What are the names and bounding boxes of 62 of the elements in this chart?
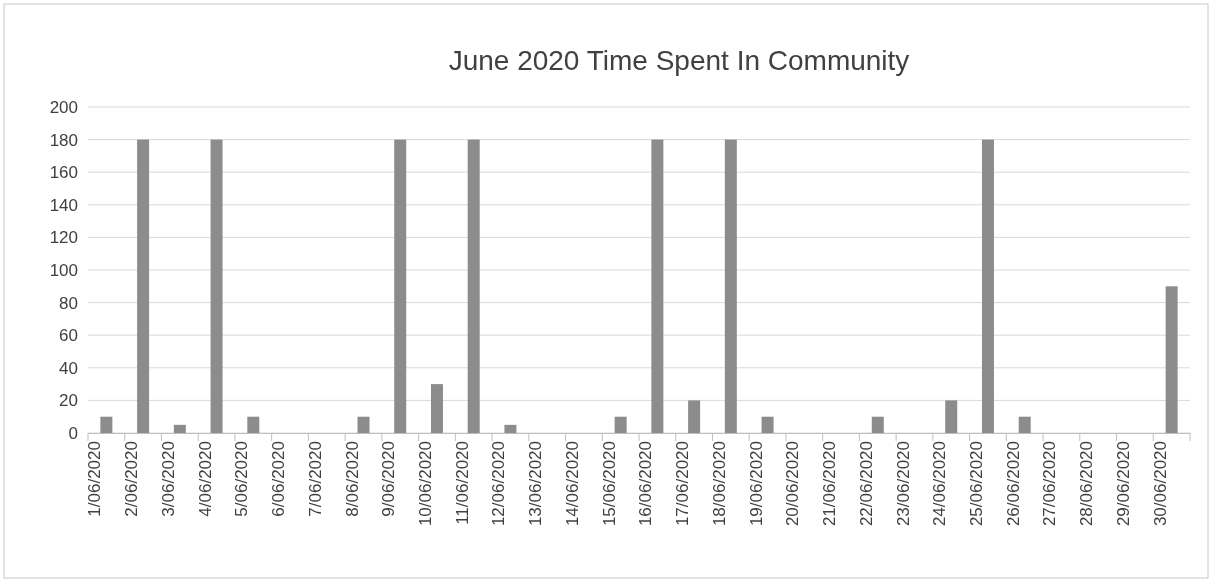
x-tick-label: 3/06/2020 <box>158 441 178 517</box>
y-tick-label: 200 <box>49 97 78 117</box>
bar <box>871 416 884 433</box>
x-tick-label: 25/06/2020 <box>967 441 987 527</box>
bar <box>100 416 113 433</box>
x-tick-label: 30/06/2020 <box>1150 441 1170 527</box>
x-tick-label: 18/06/2020 <box>709 441 729 527</box>
bar <box>688 400 701 433</box>
bar <box>247 416 260 433</box>
x-tick-label: 22/06/2020 <box>856 441 876 527</box>
bar <box>651 139 664 433</box>
x-tick-label: 20/06/2020 <box>783 441 803 527</box>
x-tick-label: 21/06/2020 <box>820 441 840 527</box>
bar <box>761 416 774 433</box>
x-tick-label: 11/06/2020 <box>452 441 472 525</box>
x-tick-label: 1/06/2020 <box>85 441 105 517</box>
chart-title: June 2020 Time Spent In Community <box>448 45 910 76</box>
x-tick-label: 28/06/2020 <box>1077 441 1097 527</box>
x-tick-label: 23/06/2020 <box>893 441 913 527</box>
bar <box>945 400 958 433</box>
y-tick-label: 60 <box>59 326 78 346</box>
x-tick-label: 17/06/2020 <box>673 441 693 527</box>
bar <box>1165 286 1178 433</box>
bar <box>430 384 443 433</box>
bar <box>137 139 150 433</box>
x-tick-label: 13/06/2020 <box>526 441 546 527</box>
x-tick-label: 4/06/2020 <box>195 441 215 517</box>
x-tick-label: 15/06/2020 <box>599 441 619 527</box>
x-tick-label: 14/06/2020 <box>562 441 582 527</box>
x-tick-label: 2/06/2020 <box>122 441 142 517</box>
bar <box>504 424 517 433</box>
y-tick-label: 100 <box>49 260 78 280</box>
x-tick-label: 10/06/2020 <box>416 441 436 527</box>
x-tick-label: 19/06/2020 <box>746 441 766 527</box>
y-tick-label: 120 <box>49 228 78 248</box>
x-tick-label: 12/06/2020 <box>489 441 509 527</box>
x-tick-label: 9/06/2020 <box>379 441 399 517</box>
x-tick-label: 6/06/2020 <box>269 441 289 517</box>
bar <box>724 139 737 433</box>
x-tick-label: 8/06/2020 <box>342 441 362 517</box>
y-tick-label: 160 <box>49 163 78 183</box>
bar <box>614 416 627 433</box>
bar <box>357 416 370 433</box>
bar <box>1018 416 1031 433</box>
x-tick-label: 7/06/2020 <box>305 441 325 517</box>
y-tick-label: 40 <box>59 358 78 378</box>
y-tick-label: 20 <box>59 391 78 411</box>
y-tick-label: 80 <box>59 293 78 313</box>
x-tick-label: 29/06/2020 <box>1113 441 1133 527</box>
bar <box>210 139 223 433</box>
bar <box>394 139 407 433</box>
y-tick-label: 140 <box>49 195 78 215</box>
x-tick-label: 24/06/2020 <box>930 441 950 527</box>
bar <box>467 139 480 433</box>
y-tick-label: 180 <box>49 130 78 150</box>
bar <box>981 139 994 433</box>
x-tick-label: 16/06/2020 <box>636 441 656 527</box>
x-tick-label: 27/06/2020 <box>1040 441 1060 527</box>
x-tick-label: 5/06/2020 <box>232 441 252 517</box>
x-tick-label: 26/06/2020 <box>1003 441 1023 527</box>
y-tick-label: 0 <box>68 423 78 443</box>
bar <box>173 424 186 433</box>
